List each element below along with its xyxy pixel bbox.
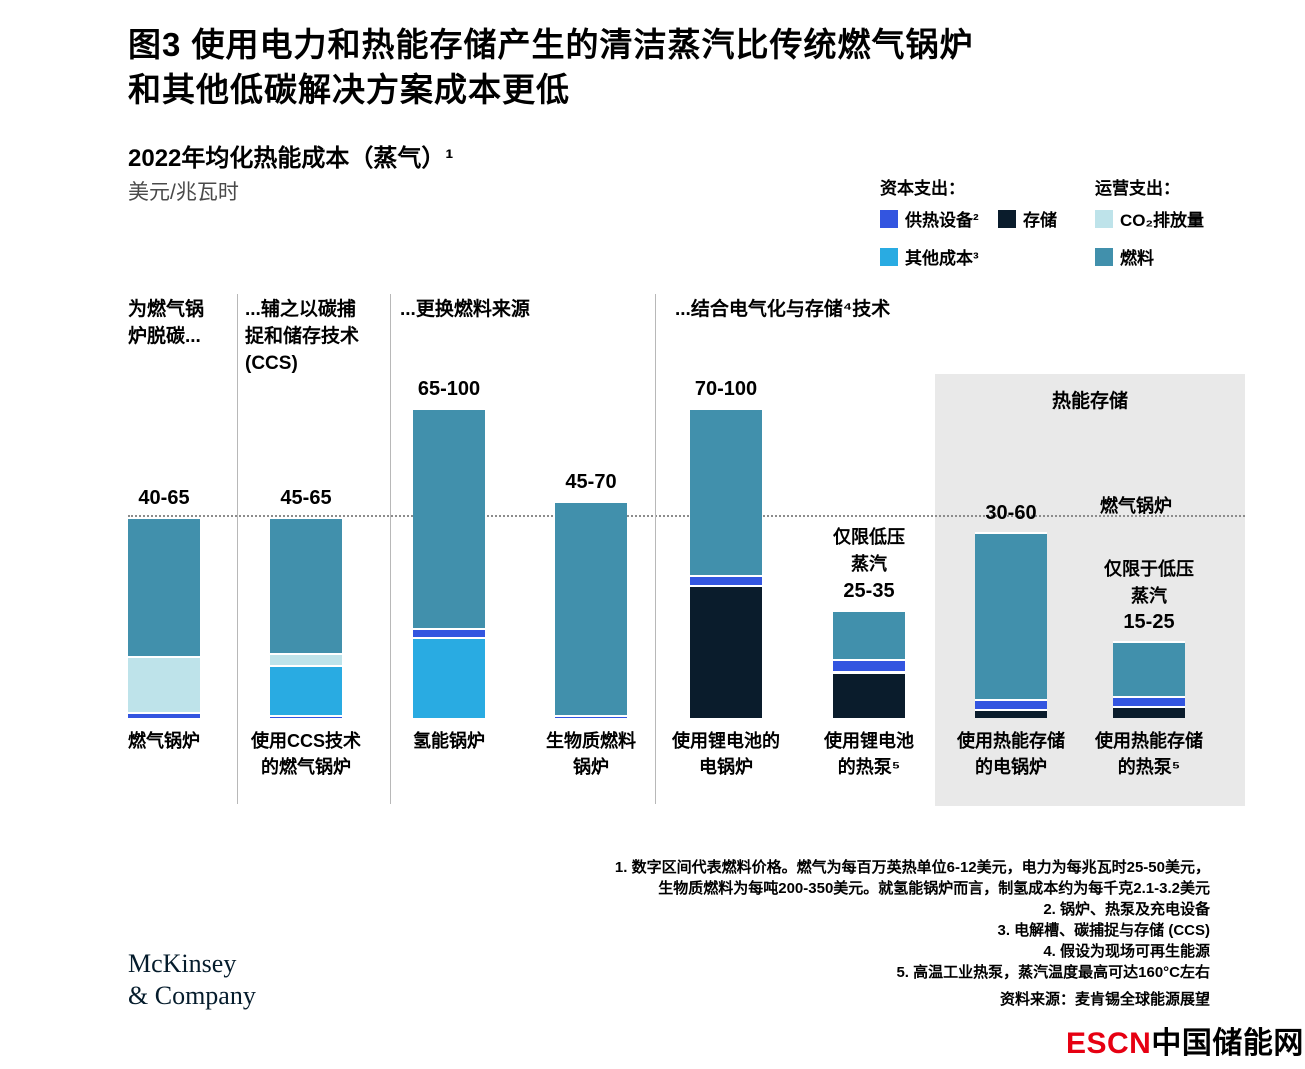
group-divider-2 (390, 294, 391, 804)
bar-segment-fuel (413, 408, 485, 629)
footnote-line: 5. 高温工业热泵，蒸汽温度最高可达160°C左右 (896, 964, 1210, 981)
bar-range-label: 45-65 (280, 486, 332, 509)
bar-segment-equipment (128, 711, 200, 718)
storage-color-swatch (998, 209, 1016, 228)
figure-title-line1: 图3 使用电力和热能存储产生的清洁蒸汽比传统燃气锅炉 (128, 26, 974, 63)
legend-label-co2: CO₂排放量 (1120, 211, 1205, 230)
bar-axis-label: 使用锂电池 的热泵⁵ (824, 731, 914, 777)
bar-axis-label: 使用热能存储 的电锅炉 (957, 731, 1065, 777)
bar-range-label: 70-100 (694, 378, 758, 400)
group-header: 为燃气锅 炉脱碳... (128, 299, 205, 347)
group-divider-3 (655, 294, 656, 804)
legend-item-storage: 存储 (998, 206, 1057, 231)
bar-segment-equipment (975, 699, 1047, 709)
bar-axis-label: 氢能锅炉 (413, 731, 485, 751)
bar-axis-label: 使用锂电池的 电锅炉 (672, 731, 780, 777)
footnote-line: 1. 数字区间代表燃料价格。燃气为每百万英热单位6-12美元，电力为每兆瓦时25… (614, 859, 1210, 876)
bar-range-label: 65-100 (417, 378, 481, 400)
note-line: 仅限低压 (833, 527, 905, 547)
bar-segment-other (413, 637, 485, 718)
escn-logo: ESCN中国储能网 (1066, 1018, 1304, 1062)
legend-opex-header: 运营支出： (1095, 179, 1180, 198)
figure-title-line2: 和其他低碳解决方案成本更低 (128, 71, 570, 108)
bar-segment-equipment (1113, 696, 1185, 706)
group-header: ...更换燃料来源 (400, 299, 530, 320)
equipment-color-swatch (880, 209, 898, 228)
gas-boiler-reference-line (128, 515, 1245, 517)
group-header: ...结合电气化与存储⁴技术 (675, 299, 891, 320)
group-divider-1 (237, 294, 238, 804)
bar-axis-label: 生物质燃料 锅炉 (546, 731, 636, 777)
bar-segment-fuel (1113, 640, 1185, 697)
bar-range-label: 30-60 (985, 502, 1037, 524)
chart-unit-label: 美元/兆瓦时 (128, 181, 239, 204)
low-pressure-note-tes-heatpump: 仅限于低压 蒸汽 (1064, 556, 1234, 610)
bar-segment-co2 (128, 656, 200, 712)
bar-segment-fuel (975, 532, 1047, 700)
legend-item-fuel: 燃料 (1095, 244, 1154, 269)
escn-logo-black: 中国储能网 (1151, 1027, 1304, 1060)
legend-item-equipment: 供热设备² (880, 206, 979, 231)
bar-segment-storage (833, 671, 905, 718)
bar-range-label: 15-25 (1123, 610, 1175, 633)
low-pressure-note-li-heatpump: 仅限低压 蒸汽 (784, 524, 954, 578)
bar-segment-equipment (270, 714, 342, 718)
bar-segment-equipment (413, 628, 485, 638)
footnote-line: 4. 假设为现场可再生能源 (1043, 943, 1210, 960)
bar-segment-storage (690, 584, 762, 718)
note-line: 蒸汽 (851, 554, 887, 574)
chart-subtitle: 2022年均化热能成本（蒸气）¹ (128, 145, 454, 172)
bar-segment-equipment (833, 659, 905, 672)
footnote-line: 3. 电解槽、碳捕捉与存储 (CCS) (997, 922, 1210, 939)
legend-item-other: 其他成本³ (880, 244, 979, 269)
fuel-color-swatch (1095, 247, 1113, 266)
footnote-line: 2. 锅炉、热泵及充电设备 (1043, 901, 1210, 918)
footnote-line: 生物质燃料为每吨200-350美元。就氢能锅炉而言，制氢成本约为每千克2.1-3… (658, 880, 1210, 897)
bar-segment-storage (975, 708, 1047, 718)
bar-segment-other (270, 665, 342, 715)
bar-segment-storage (1113, 705, 1185, 718)
other-cost-color-swatch (880, 247, 898, 266)
note-line: 蒸汽 (1131, 586, 1167, 606)
mckinsey-logo: McKinsey & Company (128, 948, 256, 1012)
bar-range-label: 45-70 (565, 471, 617, 493)
co2-color-swatch (1095, 209, 1113, 228)
legend-item-co2: CO₂排放量 (1095, 206, 1204, 231)
legend-capex-header: 资本支出： (880, 179, 965, 198)
bar-range-label: 25-35 (843, 579, 895, 602)
figure-title: 图3 使用电力和热能存储产生的清洁蒸汽比传统燃气锅炉 和其他低碳解决方案成本更低 (128, 22, 974, 112)
bar-segment-fuel (555, 501, 627, 715)
bar-segment-fuel (270, 516, 342, 653)
gas-boiler-reference-label: 燃气锅炉 (1100, 496, 1172, 516)
legend-label-fuel: 燃料 (1120, 249, 1154, 268)
bar-axis-label: 燃气锅炉 (128, 731, 200, 751)
bar-segment-fuel (833, 609, 905, 660)
legend-label-other: 其他成本³ (905, 249, 979, 268)
bar-segment-fuel (128, 516, 200, 656)
bar-segment-co2 (270, 652, 342, 666)
mckinsey-logo-line1: McKinsey (128, 949, 237, 978)
bar-segment-equipment (555, 714, 627, 718)
bar-axis-label: 使用CCS技术 的燃气锅炉 (250, 731, 361, 777)
legend-label-equipment: 供热设备² (905, 211, 979, 230)
source-line: 资料来源：麦肯锡全球能源展望 (999, 991, 1210, 1008)
bar-segment-equipment (690, 575, 762, 585)
bar-range-label: 40-65 (138, 486, 190, 509)
legend-label-storage: 存储 (1023, 211, 1057, 230)
note-line: 仅限于低压 (1104, 559, 1194, 579)
escn-logo-red: ESCN (1066, 1027, 1152, 1060)
group-header: ...辅之以碳捕 捉和储存技术 (CCS) (245, 299, 360, 374)
footnotes-block: 1. 数字区间代表燃料价格。燃气为每百万英热单位6-12美元，电力为每兆瓦时25… (500, 857, 1210, 983)
bar-axis-label: 使用热能存储 的热泵⁵ (1095, 731, 1203, 777)
thermal-storage-box-label: 热能存储 (1051, 391, 1128, 412)
bar-segment-fuel (690, 408, 762, 576)
mckinsey-logo-line2: & Company (128, 981, 256, 1010)
